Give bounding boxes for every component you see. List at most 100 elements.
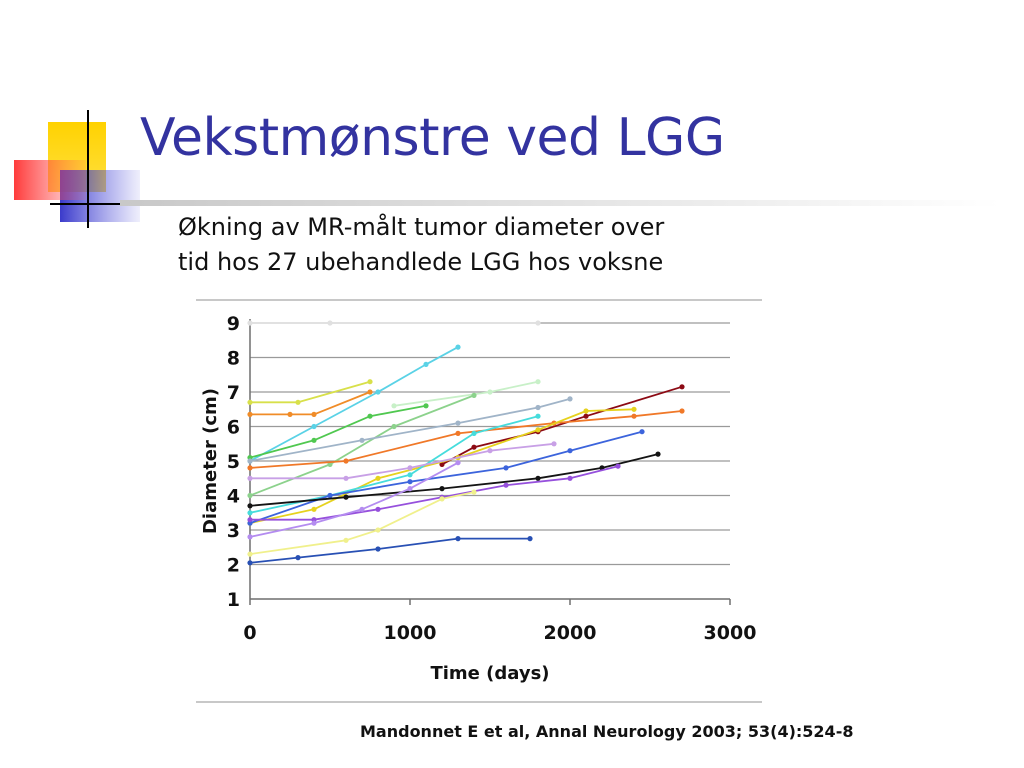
slide-title: Vekstmønstre ved LGG: [140, 108, 725, 168]
series-14-point-2: [327, 492, 333, 499]
series-4-point-3: [311, 411, 317, 417]
series-10-point-2: [343, 458, 349, 464]
y-tick-label-3: 3: [227, 520, 240, 542]
series-10-point-5: [631, 413, 637, 419]
series-8-point-1: [247, 458, 253, 464]
series-16-point-3: [375, 506, 381, 512]
series-line-5: [393, 380, 539, 407]
series-6-point-4: [423, 403, 429, 409]
series-19-point-2: [295, 555, 301, 561]
series-9-point-4: [583, 413, 589, 419]
x-tick-label-2000: 2000: [544, 622, 597, 644]
series-2-point-2: [311, 423, 317, 430]
series-line-7: [249, 394, 475, 497]
series-3-point-1: [247, 399, 253, 405]
series-5-point-3: [535, 379, 541, 385]
series-11-point-7: [631, 406, 637, 412]
series-2-point-3: [375, 389, 381, 395]
series-4-point-4: [367, 389, 373, 395]
series-12-point-3: [407, 472, 413, 478]
y-tick-label-1: 1: [227, 589, 240, 611]
subtitle-line-1: Økning av MR-målt tumor diameter over: [178, 213, 665, 241]
tumor-growth-chart: 1 2 3 4 5 6 7 8 9 0 1000 2000 3000 Time (days) Diamete…: [196, 298, 762, 704]
series-17-point-2: [311, 520, 317, 526]
series-line-6: [249, 404, 427, 459]
x-axis-label: Time (days): [430, 663, 549, 684]
y-tick-label-6: 6: [227, 417, 240, 439]
series-16-point-7: [615, 463, 621, 469]
title-divider: [120, 200, 1000, 206]
series-line-10: [249, 410, 683, 469]
slide-subtitle: Økning av MR-målt tumor diameter over ti…: [178, 210, 818, 280]
series-2-point-5: [455, 344, 461, 350]
series-7-point-3: [391, 423, 397, 430]
subtitle-line-2: tid hos 27 ubehandlede LGG hos voksne: [178, 248, 664, 276]
series-17-point-3: [359, 506, 365, 512]
series-5-point-2: [487, 389, 493, 395]
series-14-point-4: [503, 465, 509, 471]
logo-decoration: [0, 0, 160, 240]
series-8-point-5: [567, 396, 573, 402]
series-18-point-3: [375, 527, 381, 533]
y-tick-label-2: 2: [227, 555, 240, 577]
series-13-point-1: [247, 475, 253, 481]
series-6-point-3: [367, 413, 373, 419]
series-14-point-3: [407, 479, 413, 485]
series-14-point-5: [567, 448, 573, 454]
series-15-point-3: [439, 486, 445, 492]
series-12-point-1: [247, 510, 253, 516]
series-4-point-2: [287, 411, 293, 417]
series-15-point-6: [655, 451, 661, 457]
series-8-point-2: [359, 437, 365, 443]
x-tick-label-1000: 1000: [384, 622, 437, 644]
series-10-point-1: [247, 465, 253, 471]
series-18-point-4: [439, 496, 445, 502]
series-1-point-3: [535, 320, 541, 326]
y-tick-label-5: 5: [227, 451, 240, 473]
series-19-point-4: [455, 536, 461, 542]
x-tick-label-3000: 3000: [704, 622, 757, 644]
series-8-point-3: [455, 420, 461, 426]
series-17-point-1: [247, 534, 253, 540]
series-19-point-5: [527, 536, 533, 542]
series-18-point-2: [343, 537, 349, 543]
series-13-point-2: [343, 475, 349, 481]
series-15-point-1: [247, 503, 253, 509]
series-11-point-6: [583, 408, 589, 414]
series-line-18: [249, 491, 475, 555]
series-13-point-3: [407, 465, 413, 471]
series-16-point-5: [503, 482, 509, 488]
series-line-15: [249, 453, 659, 507]
series-9-point-2: [471, 444, 477, 450]
series-6-point-2: [311, 437, 317, 443]
series-1-point-2: [327, 320, 333, 326]
y-tick-label-7: 7: [227, 382, 240, 404]
series-11-point-5: [535, 427, 541, 433]
logo-red-square: [14, 160, 86, 200]
y-axis-label: Diameter (cm): [200, 388, 221, 534]
series-17-point-4: [407, 486, 413, 492]
series-3-point-3: [367, 379, 373, 385]
series-1-point-1: [247, 320, 253, 326]
series-11-point-3: [375, 475, 381, 481]
series-5-point-1: [391, 403, 397, 409]
series-15-point-2: [343, 494, 349, 500]
series-12-point-5: [535, 413, 541, 419]
y-tick-label-9: 9: [227, 313, 240, 335]
series-line-14: [249, 430, 643, 524]
series-9-point-5: [679, 384, 685, 390]
series-15-point-4: [535, 475, 541, 481]
series-18-point-5: [471, 489, 477, 495]
y-tick-label-4: 4: [227, 486, 240, 508]
x-tick-label-0: 0: [243, 622, 256, 644]
series-14-point-6: [639, 429, 645, 435]
series-17-point-5: [455, 460, 461, 466]
series-10-point-3: [455, 430, 461, 436]
series-7-point-1: [247, 492, 253, 499]
series-line-4: [250, 391, 371, 416]
series-2-point-4: [423, 361, 429, 367]
y-tick-label-8: 8: [227, 348, 240, 370]
series-7-point-4: [471, 392, 477, 398]
series-16-point-1: [247, 517, 253, 523]
series-16-point-6: [567, 475, 573, 481]
